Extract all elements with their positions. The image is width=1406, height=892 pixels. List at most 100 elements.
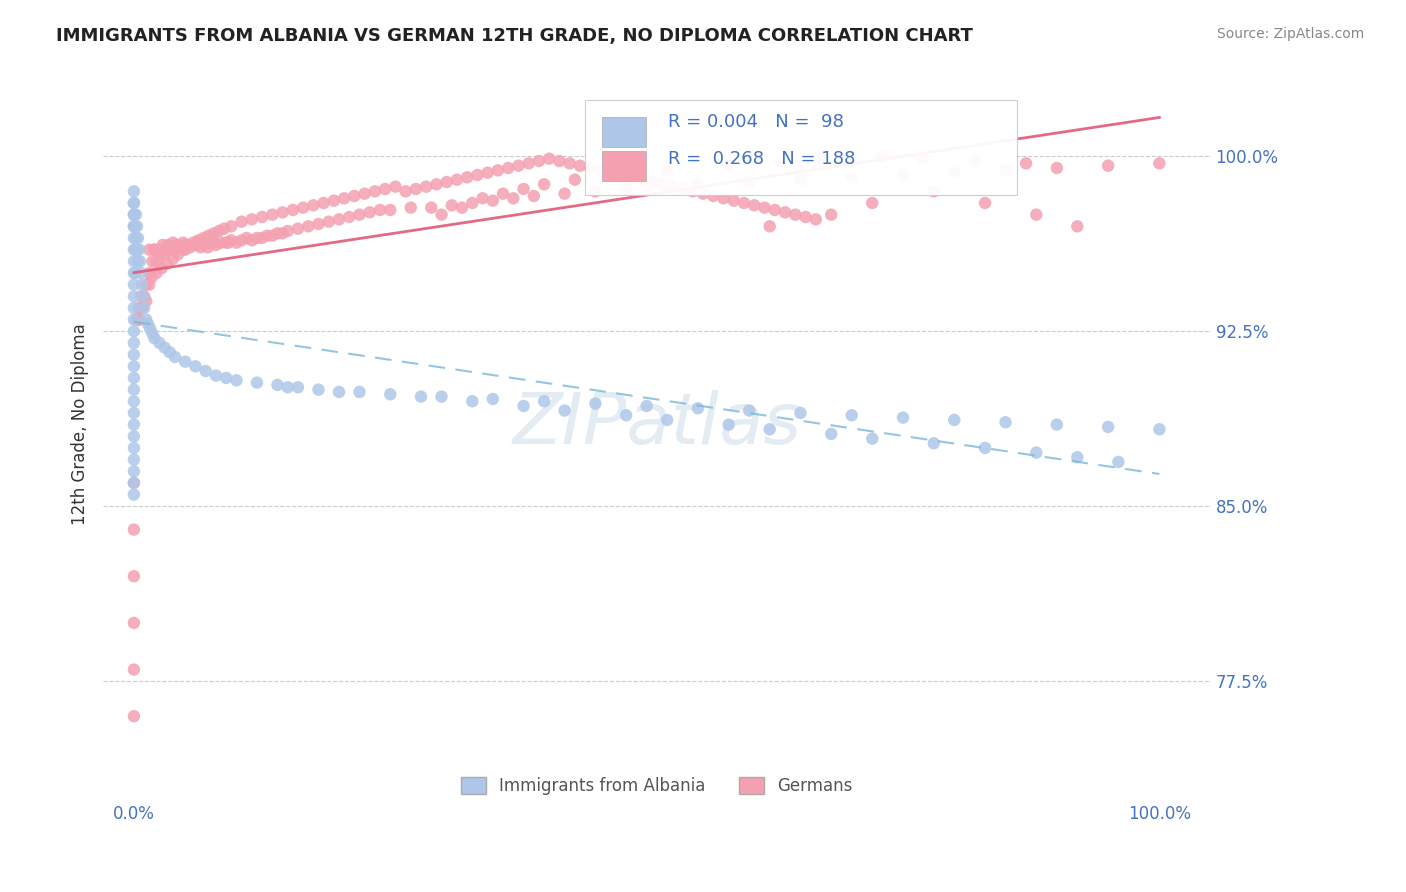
Point	[129, 254, 152, 268]
Point	[717, 159, 740, 173]
Point	[492, 186, 515, 201]
Text: R =  0.268   N = 188: R = 0.268 N = 188	[668, 150, 855, 169]
Point	[159, 345, 181, 359]
Point	[328, 384, 350, 399]
Point	[872, 149, 894, 163]
Point	[122, 394, 145, 409]
Point	[641, 175, 664, 189]
Point	[138, 266, 160, 280]
Point	[125, 208, 148, 222]
Point	[122, 266, 145, 280]
Point	[994, 415, 1017, 429]
Point	[197, 228, 219, 243]
Point	[287, 221, 309, 235]
Point	[994, 163, 1017, 178]
Point	[141, 254, 163, 268]
Point	[1046, 417, 1069, 432]
Point	[287, 380, 309, 394]
Point	[122, 663, 145, 677]
Point	[194, 364, 217, 378]
Point	[754, 201, 776, 215]
Point	[496, 161, 519, 175]
Point	[129, 266, 152, 280]
Point	[292, 201, 315, 215]
Point	[193, 231, 215, 245]
Point	[122, 452, 145, 467]
Point	[425, 178, 447, 192]
Point	[517, 156, 540, 170]
Point	[122, 184, 145, 198]
Point	[810, 152, 832, 166]
Point	[205, 368, 228, 383]
Point	[440, 198, 463, 212]
Point	[446, 172, 468, 186]
Point	[122, 523, 145, 537]
Point	[380, 202, 402, 217]
Point	[122, 383, 145, 397]
Point	[763, 202, 786, 217]
Point	[240, 233, 263, 247]
Point	[343, 189, 366, 203]
Point	[127, 254, 149, 268]
Point	[122, 371, 145, 385]
Point	[384, 179, 406, 194]
Point	[122, 709, 145, 723]
Point	[225, 235, 247, 250]
Point	[122, 219, 145, 234]
Point	[150, 261, 173, 276]
Point	[471, 191, 494, 205]
Point	[359, 205, 381, 219]
Point	[583, 184, 606, 198]
Point	[132, 289, 155, 303]
Point	[202, 227, 225, 241]
Point	[174, 243, 197, 257]
Point	[380, 387, 402, 401]
Point	[122, 208, 145, 222]
Point	[128, 301, 150, 315]
Point	[912, 152, 935, 166]
Point	[974, 441, 997, 455]
Point	[153, 341, 176, 355]
Point	[364, 184, 387, 198]
Point	[322, 194, 344, 208]
Point	[135, 312, 157, 326]
Point	[308, 217, 330, 231]
Point	[266, 227, 288, 241]
Point	[169, 240, 191, 254]
Point	[156, 238, 179, 252]
Point	[742, 198, 765, 212]
Point	[461, 196, 484, 211]
Point	[630, 172, 652, 186]
Point	[943, 166, 966, 180]
Point	[1149, 156, 1171, 170]
Point	[156, 257, 179, 271]
Point	[166, 238, 188, 252]
Point	[212, 221, 235, 235]
Point	[430, 390, 453, 404]
Point	[153, 243, 176, 257]
Point	[523, 189, 546, 203]
Point	[184, 238, 207, 252]
Point	[657, 413, 679, 427]
Point	[353, 186, 375, 201]
Point	[129, 289, 152, 303]
Point	[1066, 219, 1088, 234]
Point	[477, 166, 499, 180]
Point	[187, 233, 209, 247]
Point	[692, 186, 714, 201]
Point	[554, 403, 576, 417]
Point	[177, 238, 200, 252]
Point	[297, 219, 319, 234]
Point	[148, 247, 170, 261]
Point	[349, 384, 371, 399]
Point	[127, 231, 149, 245]
Point	[122, 615, 145, 630]
Point	[558, 156, 581, 170]
Point	[194, 235, 217, 250]
Point	[271, 205, 294, 219]
FancyBboxPatch shape	[585, 100, 1017, 194]
Point	[738, 403, 761, 417]
Point	[595, 168, 617, 182]
Point	[686, 178, 709, 192]
Point	[190, 240, 212, 254]
